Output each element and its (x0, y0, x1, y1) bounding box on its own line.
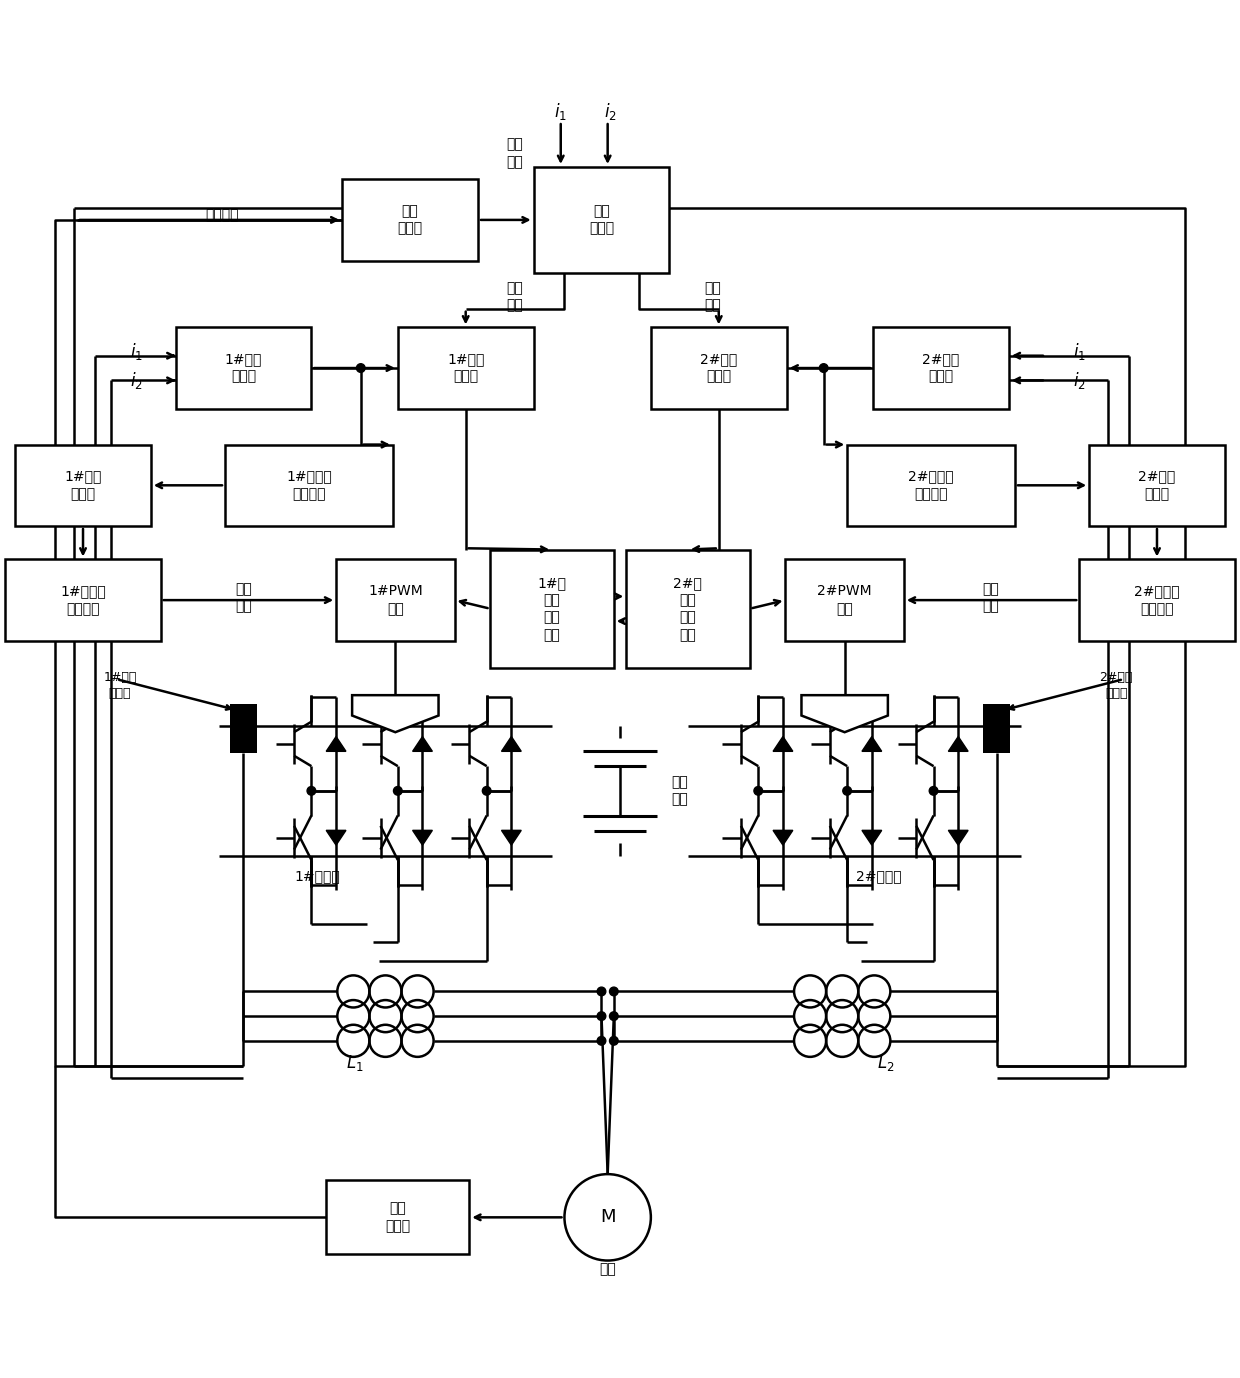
Circle shape (598, 1036, 606, 1045)
Text: 2#PWM
单元: 2#PWM 单元 (817, 584, 872, 616)
Text: 载波
信号: 载波 信号 (236, 582, 252, 613)
Bar (1089, 445, 1225, 526)
Polygon shape (801, 695, 888, 732)
Polygon shape (413, 736, 433, 751)
Polygon shape (773, 831, 792, 845)
Text: 2#逆变器: 2#逆变器 (857, 870, 901, 883)
Bar (983, 704, 1011, 754)
Text: $i_2$: $i_2$ (1073, 369, 1086, 391)
Text: 2#调
制信
号生
成器: 2#调 制信 号生 成器 (673, 576, 702, 642)
Bar (785, 559, 904, 641)
Text: 1#载波信
号发生器: 1#载波信 号发生器 (61, 584, 105, 616)
Text: 电流
控制器: 电流 控制器 (589, 204, 614, 236)
Circle shape (929, 787, 937, 795)
Text: 直流
电源: 直流 电源 (671, 776, 688, 806)
Text: $L_1$: $L_1$ (346, 1053, 363, 1073)
Text: 2#电流
检测器: 2#电流 检测器 (1100, 671, 1133, 700)
Text: 1#环流大
小计算器: 1#环流大 小计算器 (286, 470, 332, 502)
Polygon shape (501, 831, 521, 845)
Circle shape (308, 787, 316, 795)
Bar (847, 445, 1016, 526)
Text: 1#电流
检测器: 1#电流 检测器 (103, 671, 136, 700)
Text: 2#载波信
号发生器: 2#载波信 号发生器 (1135, 584, 1179, 616)
Text: 速度
控制器: 速度 控制器 (398, 204, 423, 236)
Circle shape (820, 364, 828, 372)
Text: 环流
指令: 环流 指令 (704, 281, 720, 311)
Polygon shape (326, 736, 346, 751)
Bar (398, 328, 533, 409)
Bar (5, 559, 161, 641)
Circle shape (843, 787, 852, 795)
Polygon shape (949, 736, 968, 751)
Text: $i_2$: $i_2$ (130, 369, 143, 391)
Text: $i_1$: $i_1$ (130, 342, 143, 362)
Text: 2#相位
调整器: 2#相位 调整器 (1138, 470, 1176, 502)
Bar (342, 179, 479, 260)
Text: 环流
指令: 环流 指令 (507, 281, 523, 311)
Circle shape (564, 1174, 651, 1261)
Polygon shape (326, 831, 346, 845)
Circle shape (356, 364, 365, 372)
Text: 2#环流大
小计算器: 2#环流大 小计算器 (908, 470, 954, 502)
Text: 1#环流
计算器: 1#环流 计算器 (224, 353, 262, 383)
Text: 1#PWM
单元: 1#PWM 单元 (368, 584, 423, 616)
Bar (15, 445, 151, 526)
Circle shape (393, 787, 402, 795)
Text: $i_1$: $i_1$ (1073, 342, 1086, 362)
Text: 1#相位
调整器: 1#相位 调整器 (64, 470, 102, 502)
Bar (626, 550, 750, 668)
Text: $L_2$: $L_2$ (877, 1053, 894, 1073)
Polygon shape (413, 831, 433, 845)
Text: 速度指令: 速度指令 (206, 208, 239, 222)
Bar (229, 704, 257, 754)
Bar (490, 550, 614, 668)
Text: 1#环流
控制器: 1#环流 控制器 (446, 353, 485, 383)
Polygon shape (949, 831, 968, 845)
Bar (224, 445, 393, 526)
Polygon shape (862, 831, 882, 845)
Text: 2#环流
计算器: 2#环流 计算器 (923, 353, 960, 383)
Circle shape (610, 1011, 619, 1021)
Text: 1#逆变器: 1#逆变器 (295, 870, 341, 883)
Circle shape (610, 1036, 619, 1045)
Bar (873, 328, 1009, 409)
Circle shape (598, 987, 606, 996)
Polygon shape (862, 736, 882, 751)
Bar (336, 559, 455, 641)
Circle shape (754, 787, 763, 795)
Bar (651, 328, 786, 409)
Text: $i_2$: $i_2$ (604, 101, 616, 121)
Bar (176, 328, 311, 409)
Text: 载波
信号: 载波 信号 (982, 582, 998, 613)
Text: M: M (600, 1209, 615, 1226)
Polygon shape (773, 736, 792, 751)
Polygon shape (501, 736, 521, 751)
Circle shape (482, 787, 491, 795)
Text: 电流
指令: 电流 指令 (507, 138, 523, 169)
Text: 1#调
制信
号生
成器: 1#调 制信 号生 成器 (538, 576, 567, 642)
Bar (533, 167, 670, 273)
Bar (1079, 559, 1235, 641)
Polygon shape (352, 695, 439, 732)
Text: 2#环流
控制器: 2#环流 控制器 (701, 353, 738, 383)
Bar (326, 1181, 470, 1254)
Text: 速度
检测器: 速度 检测器 (386, 1202, 410, 1233)
Circle shape (598, 1011, 606, 1021)
Circle shape (610, 987, 619, 996)
Text: $i_1$: $i_1$ (554, 101, 567, 121)
Text: 电机: 电机 (599, 1262, 616, 1276)
